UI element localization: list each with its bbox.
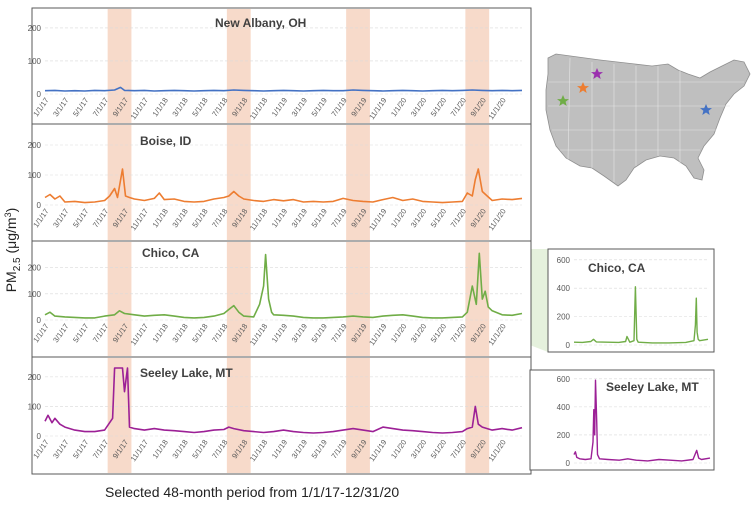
fire-season-band: [226, 9, 251, 123]
y-tick-label: 400: [557, 284, 571, 293]
fire-season-band: [346, 125, 370, 240]
fire-season-band: [226, 242, 251, 356]
y-tick-label: 200: [28, 141, 42, 150]
panel-title: New Albany, OH: [215, 16, 306, 30]
series-line: [44, 252, 523, 319]
series-line: [44, 367, 523, 434]
map-star-new-albany: [700, 104, 712, 115]
y-axis-label-unit-open: (μg/m: [3, 217, 19, 257]
y-tick-label: 600: [557, 375, 571, 384]
y-tick-label: 100: [28, 57, 42, 66]
y-tick-label: 200: [557, 431, 571, 440]
series-line: [44, 86, 523, 92]
y-tick-label: 200: [557, 313, 571, 322]
y-axis-label-unit-sup: 3: [3, 212, 13, 217]
y-axis-label-main: PM: [3, 271, 19, 292]
y-tick-label: 200: [28, 373, 42, 382]
map-star-seeley: [591, 68, 603, 79]
fire-season-band: [226, 125, 251, 240]
y-axis-label: PM2.5 (μg/m3): [3, 208, 23, 293]
map-star-boise: [577, 82, 589, 93]
panel-title: Seeley Lake, MT: [140, 366, 233, 380]
panel-frame: [529, 369, 715, 471]
panel-title: Chico, CA: [588, 261, 646, 275]
fire-season-band: [465, 9, 490, 123]
y-tick-label: 600: [557, 256, 571, 265]
y-tick-label: 200: [28, 24, 42, 33]
series-line: [573, 379, 711, 462]
y-tick-label: 0: [566, 459, 571, 468]
fire-season-band: [465, 125, 490, 240]
y-tick-label: 400: [557, 403, 571, 412]
series-line: [44, 168, 523, 204]
fire-season-band: [346, 358, 370, 473]
y-axis-label-sub: 2.5: [12, 257, 23, 271]
us-map: [545, 53, 751, 187]
y-axis-label-unit-close: ): [3, 208, 19, 213]
y-tick-label: 0: [37, 201, 42, 210]
map-star-chico: [557, 95, 569, 106]
fire-season-band: [107, 9, 132, 123]
y-tick-label: 0: [37, 90, 42, 99]
fire-season-band: [346, 9, 370, 123]
x-caption: Selected 48-month period from 1/1/17-12/…: [105, 484, 399, 500]
fire-season-band: [346, 242, 370, 356]
series-line: [573, 286, 709, 344]
y-tick-label: 100: [28, 402, 42, 411]
fire-season-band: [107, 242, 132, 356]
fire-season-band: [226, 358, 251, 473]
panel-frame: [547, 248, 715, 353]
us-map-borders: [548, 57, 744, 182]
y-tick-label: 100: [28, 290, 42, 299]
y-tick-label: 0: [566, 341, 571, 350]
y-tick-label: 0: [37, 316, 42, 325]
chart-panel-5: 0 200 400 600 Seeley Lake, MT: [529, 369, 715, 471]
panel-title: Chico, CA: [142, 246, 200, 260]
panel-title: Boise, ID: [140, 134, 192, 148]
y-tick-label: 100: [28, 171, 42, 180]
chart-panel-4: 0 200 400 600 Chico, CA: [547, 248, 715, 353]
y-tick-label: 0: [37, 432, 42, 441]
y-tick-label: 200: [28, 264, 42, 273]
panel-title: Seeley Lake, MT: [606, 380, 699, 394]
us-map-shape: [545, 53, 751, 187]
